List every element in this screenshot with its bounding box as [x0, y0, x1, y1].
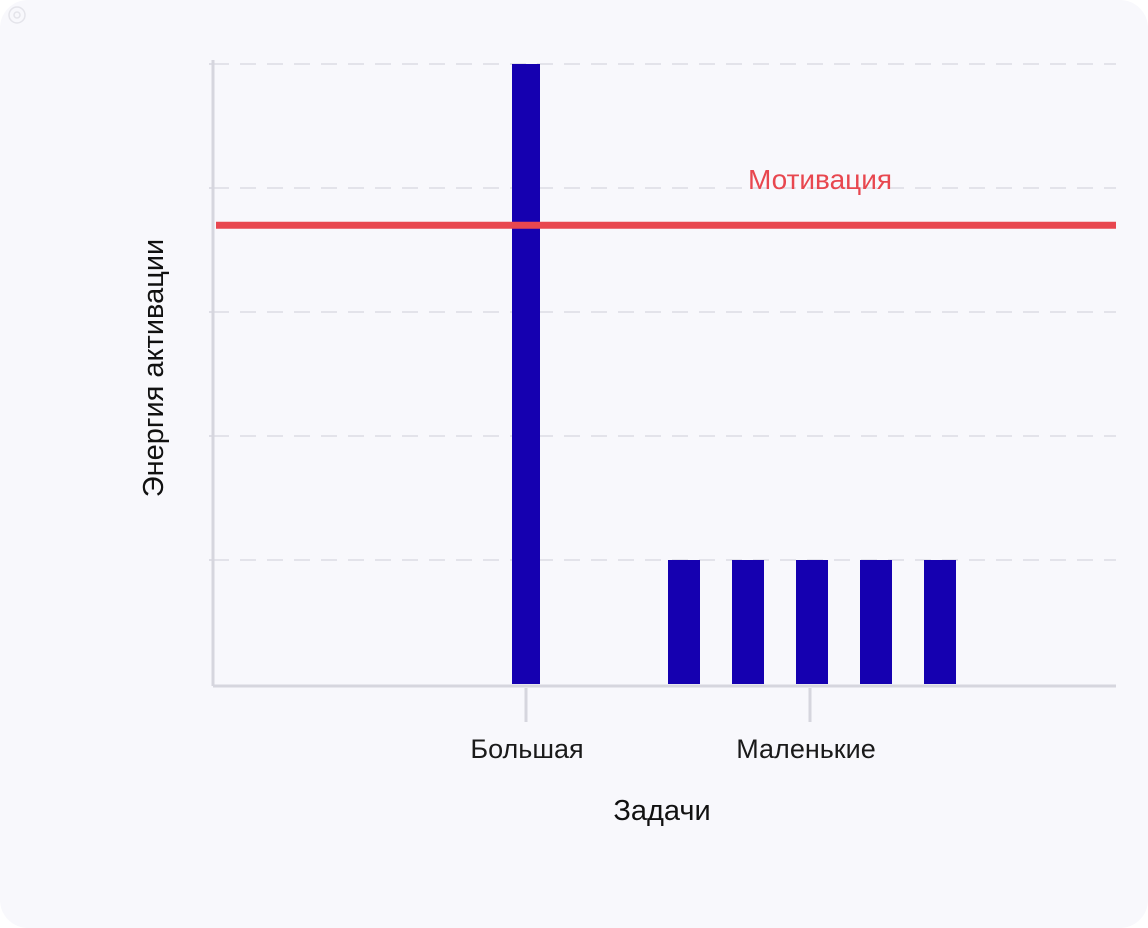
grid-layer — [209, 63, 1116, 561]
reference-line-label: Мотивация — [748, 164, 892, 195]
bar-small-task — [860, 560, 892, 684]
x-ticks-layer: Большая Маленькие — [470, 688, 876, 764]
bar-large-task — [512, 64, 540, 684]
bar-small-task — [732, 560, 764, 684]
x-axis-title: Задачи — [613, 795, 710, 827]
x-tick-label: Маленькие — [736, 734, 875, 764]
bar-small-task — [924, 560, 956, 684]
bars-layer — [512, 64, 956, 684]
y-axis-title: Энергия активации — [138, 239, 170, 498]
bar-small-task — [796, 560, 828, 684]
bar-small-task — [668, 560, 700, 684]
axis-layer — [211, 60, 1116, 688]
corner-logo-icon — [8, 6, 26, 24]
x-tick-label: Большая — [470, 734, 583, 764]
